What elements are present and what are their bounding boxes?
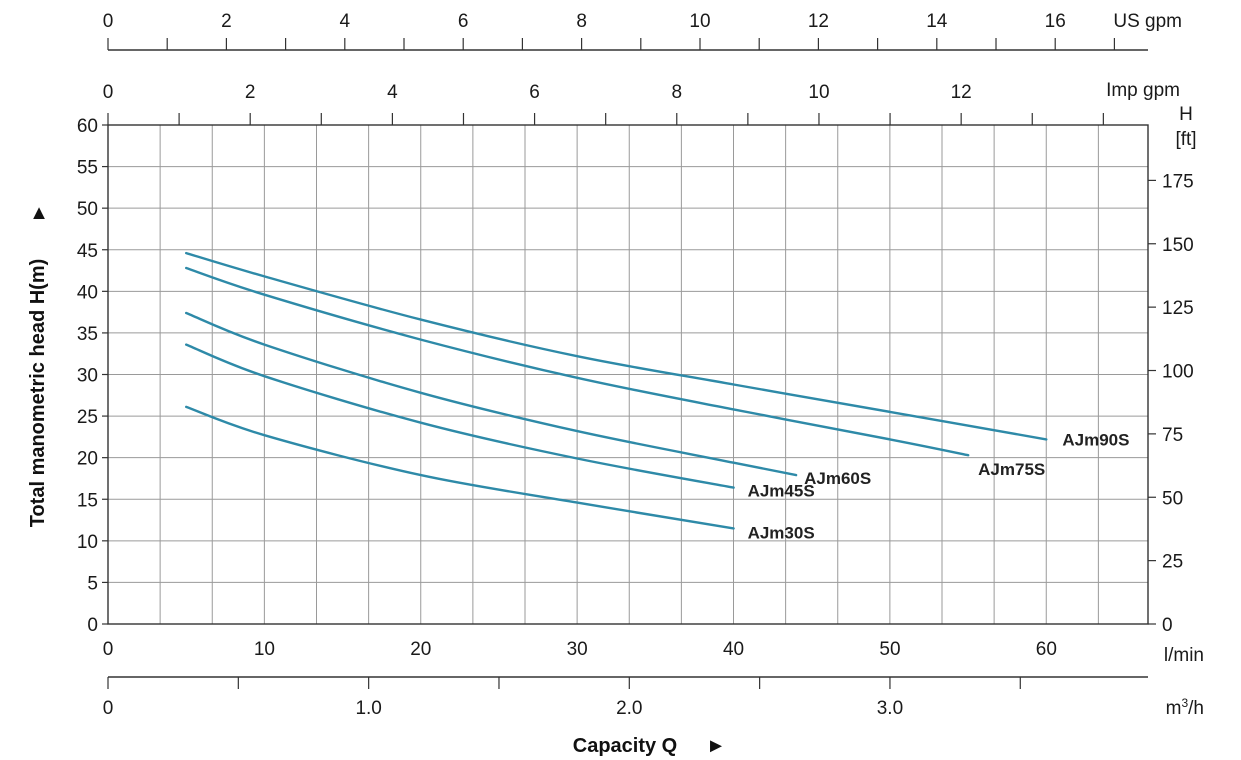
- y-axis-title: Total manometric head H(m): [27, 259, 49, 528]
- m3h-tick-label: 1.0: [355, 698, 381, 719]
- curve-ajm60s: [185, 311, 798, 477]
- ft-unit-label-bottom: [ft]: [1175, 129, 1196, 150]
- y-tick-label: 50: [77, 199, 98, 220]
- us-gpm-tick-label: 14: [926, 11, 948, 32]
- x-tick-label: 10: [254, 639, 275, 660]
- y-tick-label: 40: [77, 282, 98, 303]
- us-gpm-tick-label: 12: [808, 11, 829, 32]
- imp-gpm-tick-label: 12: [951, 82, 972, 103]
- y-tick-label: 55: [77, 158, 98, 179]
- x-axis-title: Capacity Q: [573, 735, 677, 757]
- series-label-ajm75s: AJm75S: [978, 460, 1045, 479]
- y-tick-label: 5: [87, 573, 98, 594]
- us-gpm-unit-label: US gpm: [1113, 11, 1182, 32]
- m3h-unit-label: m3/h: [1166, 696, 1204, 719]
- ft-tick-label: 25: [1162, 552, 1183, 573]
- y-axis-arrow: ▲: [29, 202, 49, 224]
- y-tick-label: 30: [77, 366, 98, 387]
- x-tick-label: 40: [723, 639, 744, 660]
- x-tick-label: 20: [410, 639, 431, 660]
- m3h-tick-label: 2.0: [616, 698, 642, 719]
- ft-unit-label-top: H: [1179, 104, 1193, 125]
- imp-gpm-tick-label: 8: [671, 82, 682, 103]
- y-tick-label: 45: [77, 241, 98, 262]
- y-tick-label: 0: [87, 615, 98, 636]
- curve-ajm90s: [185, 251, 1048, 441]
- us-gpm-tick-label: 10: [689, 11, 710, 32]
- imp-gpm-tick-label: 10: [808, 82, 829, 103]
- y-tick-label: 20: [77, 449, 98, 470]
- ft-tick-label: 0: [1162, 615, 1173, 636]
- ft-tick-label: 50: [1162, 488, 1183, 509]
- axes: [102, 38, 1156, 689]
- y-tick-label: 35: [77, 324, 98, 345]
- us-gpm-tick-label: 0: [103, 11, 114, 32]
- us-gpm-tick-label: 16: [1045, 11, 1066, 32]
- x-tick-label: 0: [103, 639, 114, 660]
- us-gpm-tick-label: 2: [221, 11, 232, 32]
- x-tick-label: 60: [1036, 639, 1057, 660]
- ft-tick-label: 175: [1162, 171, 1194, 192]
- us-gpm-tick-label: 4: [340, 11, 351, 32]
- x-unit-label: l/min: [1164, 645, 1204, 666]
- ft-tick-label: 75: [1162, 425, 1183, 446]
- imp-gpm-unit-label: Imp gpm: [1106, 80, 1180, 101]
- m3h-tick-label: 0: [103, 698, 114, 719]
- series-label-ajm90s: AJm90S: [1062, 430, 1129, 449]
- series-label-ajm30s: AJm30S: [748, 523, 815, 542]
- curve-ajm75s: [185, 266, 970, 457]
- x-tick-label: 50: [879, 639, 900, 660]
- m3h-tick-label: 3.0: [877, 698, 903, 719]
- imp-gpm-tick-label: 4: [387, 82, 398, 103]
- imp-gpm-tick-label: 6: [529, 82, 540, 103]
- ft-tick-label: 150: [1162, 235, 1194, 256]
- series-label-ajm45s: AJm45S: [748, 482, 815, 501]
- x-axis-arrow: ►: [706, 735, 726, 757]
- curve-ajm45s: [185, 343, 735, 489]
- performance-curves: [185, 251, 1048, 530]
- imp-gpm-tick-label: 0: [103, 82, 114, 103]
- curve-ajm30s: [185, 405, 735, 530]
- y-tick-label: 15: [77, 490, 98, 511]
- y-tick-label: 25: [77, 407, 98, 428]
- series-label-ajm60s: AJm60S: [804, 469, 871, 488]
- ft-tick-label: 125: [1162, 298, 1194, 319]
- x-tick-label: 30: [567, 639, 588, 660]
- y-tick-label: 60: [77, 116, 98, 137]
- imp-gpm-tick-label: 2: [245, 82, 256, 103]
- us-gpm-tick-label: 8: [576, 11, 587, 32]
- us-gpm-tick-label: 6: [458, 11, 469, 32]
- y-tick-label: 10: [77, 532, 98, 553]
- ft-tick-label: 100: [1162, 362, 1194, 383]
- grid-lines: [108, 125, 1148, 624]
